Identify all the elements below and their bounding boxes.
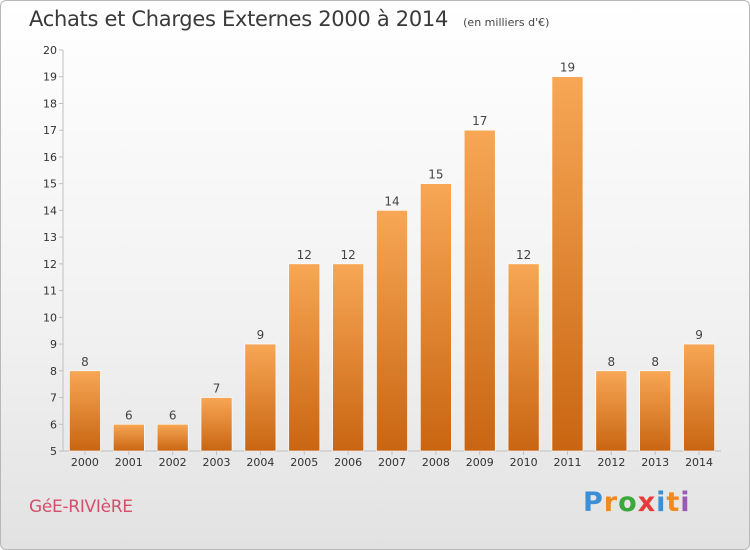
bar-2012 [595,370,628,452]
value-label: 17 [472,114,487,128]
logo-letter: x [637,487,657,518]
x-tick-label: 2009 [466,456,494,469]
value-label: 12 [340,248,355,262]
bar-2013 [639,370,672,452]
axes: 5 6 7 8 9 10 11 12 13 14 15 16 17 18 19 20 2000 2001 2002 2… [43,44,721,469]
x-tick-label: 2004 [246,456,274,469]
bar-2011 [551,76,584,452]
y-tick-label: 13 [43,231,57,244]
value-label: 12 [516,248,531,262]
value-label: 6 [125,408,133,422]
x-tick-label: 2003 [203,456,231,469]
y-tick-label: 9 [50,338,57,351]
x-tick-label: 2005 [290,456,318,469]
bar-2014 [683,343,715,452]
bar-2000 [69,370,101,452]
y-tick-label: 15 [43,178,57,191]
value-label: 8 [81,355,89,369]
value-label: 12 [297,248,312,262]
value-label: 15 [428,168,443,182]
y-tick-label: 12 [43,258,57,271]
y-tick-label: 10 [43,311,57,324]
logo-letter: t [666,487,681,518]
y-tick-label: 5 [50,445,57,458]
bar-2004 [244,343,277,452]
x-tick-label: 2000 [71,456,99,469]
value-label: 7 [213,382,221,396]
bar-2006 [332,263,364,452]
logo-letter: i [680,487,691,518]
logo-letter: P [583,487,604,518]
bar-2008 [420,183,452,452]
x-tick-label: 2011 [553,456,581,469]
x-tick-label: 2006 [334,456,362,469]
x-tick-label: 2002 [159,456,187,469]
y-tick-label: 6 [50,418,57,431]
chart-title: Achats et Charges Externes 2000 à 2014 [29,7,449,31]
y-tick-label: 20 [43,44,57,57]
bar-2007 [376,210,408,452]
y-tick-label: 17 [43,124,57,137]
y-tick-label: 8 [50,365,57,378]
logo-letter: r [603,487,619,518]
value-label: 8 [651,355,659,369]
x-tick-label: 2012 [597,456,625,469]
title-block: Achats et Charges Externes 2000 à 2014 (… [29,7,549,31]
value-label: 9 [257,328,265,342]
proxiti-logo: Proxiti [583,487,691,518]
y-tick-label: 19 [43,71,57,84]
bar-2009 [463,129,496,452]
commune-name: GéE-RIVIèRE [29,497,133,517]
logo-letter: i [656,487,667,518]
value-label: 8 [608,355,616,369]
value-label: 9 [695,328,703,342]
bar-2005 [288,263,321,452]
y-tick-label: 18 [43,97,57,110]
value-label: 6 [169,408,177,422]
value-label: 14 [384,194,399,208]
bar-2002 [156,423,189,452]
y-tick-label: 11 [43,285,57,298]
bar-2003 [200,397,233,452]
y-tick-label: 14 [43,204,57,217]
x-tick-label: 2001 [115,456,143,469]
x-tick-label: 2013 [641,456,669,469]
bar-2001 [113,423,145,452]
y-tick-label: 16 [43,151,57,164]
x-tick-label: 2008 [422,456,450,469]
value-label: 19 [560,61,575,75]
logo-letter: o [618,487,638,518]
bars [69,76,715,452]
unit-label: (en milliers d'€) [463,16,550,29]
y-tick-label: 7 [50,392,57,405]
x-tick-label: 2010 [510,456,538,469]
x-tick-label: 2007 [378,456,406,469]
bar-2010 [507,263,540,452]
value-labels: 8 6 6 7 9 12 12 14 15 17 12 19 8 8 9 [81,61,703,423]
x-tick-label: 2014 [685,456,713,469]
